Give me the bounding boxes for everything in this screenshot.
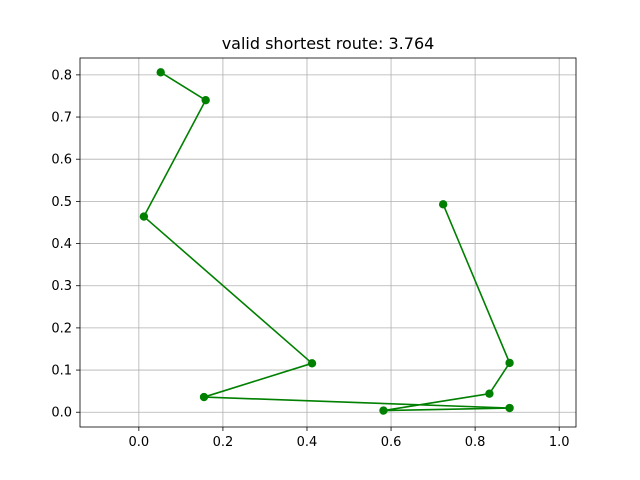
route-point xyxy=(505,403,514,413)
y-tick-label: 0.6 xyxy=(51,153,72,168)
x-tick-label: 0.4 xyxy=(297,435,318,450)
route-point xyxy=(201,95,210,105)
route-line xyxy=(143,71,511,412)
y-tick-label: 0.5 xyxy=(51,195,72,210)
y-tick-label: 0.8 xyxy=(51,68,72,83)
y-tick-label: 0.2 xyxy=(51,321,72,336)
y-tick-label: 0.0 xyxy=(51,406,72,421)
x-tick-label: 0.2 xyxy=(213,435,234,450)
x-tick-label: 0.6 xyxy=(381,435,402,450)
route-point xyxy=(485,389,494,398)
x-tick-label: 0.8 xyxy=(465,435,486,450)
y-tick-label: 0.1 xyxy=(51,364,72,379)
route-point xyxy=(438,200,448,209)
y-tick-label: 0.7 xyxy=(51,111,72,126)
x-tick-label: 1.0 xyxy=(549,435,570,450)
y-tick-label: 0.4 xyxy=(51,237,72,252)
route-point xyxy=(379,406,388,415)
ticks: 0.0 0.2 0.4 0.6 0.8 1.0 0.0 0.1 0.2 0.3 0.4 0.5 0.6 0… xyxy=(51,68,569,450)
series-layer xyxy=(139,68,514,415)
route-point xyxy=(505,358,514,368)
y-tick-label: 0.3 xyxy=(51,279,72,294)
grid xyxy=(80,58,576,427)
plot-area-frame xyxy=(79,57,577,428)
route-point xyxy=(156,68,165,77)
x-tick-label: 0.0 xyxy=(129,435,150,450)
chart-title: valid shortest route: 3.764 xyxy=(222,34,435,53)
route-point xyxy=(199,392,209,402)
route-point xyxy=(139,212,149,221)
route-point xyxy=(307,359,317,368)
